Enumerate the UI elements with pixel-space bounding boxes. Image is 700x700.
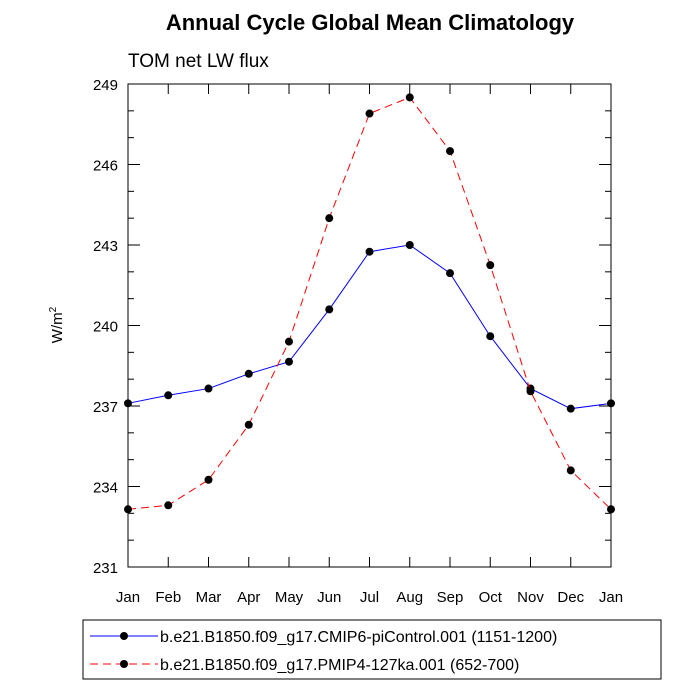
y-axis: 231 234 237 240 243 246 249 bbox=[93, 77, 611, 577]
plot-frame bbox=[127, 83, 612, 568]
y-tick-label: 237 bbox=[93, 399, 118, 416]
series-0-point bbox=[285, 357, 293, 366]
legend-entry-piControl: b.e21.B1850.f09_g17.CMIP6-piControl.001 … bbox=[90, 629, 557, 646]
series-0-point bbox=[244, 369, 253, 378]
x-tick-label: Sep bbox=[437, 589, 464, 606]
series-1-point bbox=[325, 214, 334, 223]
y-tick-label: 231 bbox=[93, 560, 118, 577]
series-0-point bbox=[365, 247, 374, 256]
series-layer bbox=[124, 93, 615, 514]
series-1-point bbox=[244, 420, 253, 429]
chart-title: Annual Cycle Global Mean Climatology bbox=[166, 10, 575, 35]
legend-label-piControl: b.e21.B1850.f09_g17.CMIP6-piControl.001 … bbox=[160, 629, 557, 646]
x-tick-label: Feb bbox=[155, 589, 181, 606]
legend: b.e21.B1850.f09_g17.CMIP6-piControl.001 … bbox=[82, 619, 662, 680]
series-1-point bbox=[285, 337, 293, 346]
x-tick-label: Mar bbox=[196, 589, 222, 606]
series-line-0 bbox=[127, 244, 612, 410]
x-tick-label: Jul bbox=[360, 589, 379, 606]
legend-box bbox=[82, 619, 662, 680]
series-1-point bbox=[446, 147, 454, 156]
series-1-point bbox=[164, 501, 173, 510]
series-1-point bbox=[124, 505, 132, 514]
series-1-point bbox=[526, 387, 535, 396]
y-tick-label: 249 bbox=[93, 77, 118, 94]
series-1-point bbox=[607, 505, 615, 514]
series-0-point bbox=[486, 332, 495, 341]
x-tick-label: Jan bbox=[599, 589, 623, 606]
series-0-point bbox=[124, 399, 132, 408]
y-tick-label: 243 bbox=[93, 238, 118, 255]
legend-entry-127ka: b.e21.B1850.f09_g17.PMIP4-127ka.001 (652… bbox=[90, 657, 519, 674]
series-0-point bbox=[325, 305, 334, 314]
x-tick-label: Jan bbox=[116, 589, 140, 606]
series-1-point bbox=[365, 109, 374, 118]
series-0-point bbox=[204, 384, 213, 393]
x-tick-label: Aug bbox=[396, 589, 423, 606]
legend-marker-piControl bbox=[120, 632, 128, 640]
x-tick-label: Jun bbox=[317, 589, 341, 606]
series-1-point bbox=[405, 93, 414, 102]
x-axis: Jan Feb Mar Apr May Jun Jul Aug Sep Oct Nov Dec Jan bbox=[116, 84, 623, 606]
legend-marker-127ka bbox=[120, 660, 128, 668]
x-tick-label: Nov bbox=[517, 589, 544, 606]
series-1-point bbox=[486, 261, 495, 270]
series-0-point bbox=[446, 269, 454, 278]
y-axis-label: W/m2 bbox=[48, 306, 66, 343]
series-1-point bbox=[204, 475, 213, 484]
legend-label-127ka: b.e21.B1850.f09_g17.PMIP4-127ka.001 (652… bbox=[160, 657, 519, 674]
y-tick-label: 240 bbox=[93, 319, 118, 336]
series-0-point bbox=[607, 399, 615, 408]
series-0-point bbox=[566, 404, 575, 413]
series-line-1 bbox=[127, 96, 612, 510]
x-tick-label: May bbox=[275, 589, 304, 606]
y-tick-label: 234 bbox=[93, 480, 118, 497]
series-1-point bbox=[566, 466, 575, 475]
x-tick-label: Oct bbox=[479, 589, 503, 606]
series-0-point bbox=[164, 391, 173, 400]
x-tick-label: Apr bbox=[237, 589, 260, 606]
chart-subtitle: TOM net LW flux bbox=[128, 51, 269, 72]
series-0-point bbox=[405, 241, 414, 249]
x-tick-label: Dec bbox=[557, 589, 584, 606]
y-tick-label: 246 bbox=[93, 158, 118, 175]
